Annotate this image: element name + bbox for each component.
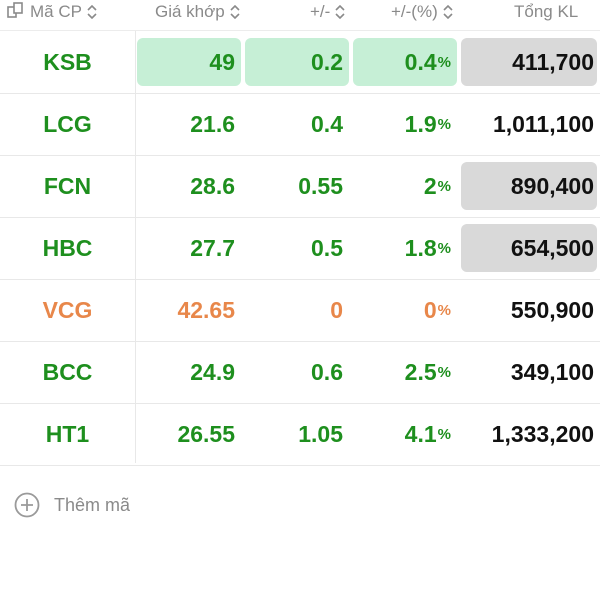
header-change[interactable]: +/- bbox=[310, 0, 345, 24]
sort-icon bbox=[335, 5, 345, 19]
sort-icon bbox=[87, 5, 97, 19]
table-row[interactable]: HBC 27.7 0.5 1.8% 654,500 bbox=[0, 217, 600, 280]
change-cell: 0.5 bbox=[311, 234, 343, 261]
header-change-label: +/- bbox=[310, 2, 331, 21]
change-cell: 0.55 bbox=[298, 172, 343, 199]
column-divider bbox=[135, 31, 136, 463]
change-pct-cell: 0.4% bbox=[353, 38, 457, 86]
table-header: Mã CP Giá khớp +/- +/-(%) Tổng KL bbox=[0, 0, 600, 31]
header-price-label: Giá khớp bbox=[155, 2, 225, 21]
header-price[interactable]: Giá khớp bbox=[155, 0, 240, 24]
table-row[interactable]: LCG 21.6 0.4 1.9% 1,011,100 bbox=[0, 93, 600, 156]
symbol-cell[interactable]: FCN bbox=[43, 172, 92, 199]
price-cell: 24.9 bbox=[190, 358, 235, 385]
volume-cell: 654,500 bbox=[461, 224, 597, 272]
change-pct-value: 2 bbox=[423, 172, 437, 199]
symbol-cell[interactable]: BCC bbox=[42, 358, 93, 385]
change-pct-cell: 4.1% bbox=[353, 410, 457, 458]
change-cell: 0 bbox=[330, 296, 343, 323]
sort-icon bbox=[443, 5, 453, 19]
change-pct-cell: 2% bbox=[353, 162, 457, 210]
sort-icon bbox=[230, 5, 240, 19]
price-cell: 42.65 bbox=[177, 296, 235, 323]
percent-sign: % bbox=[437, 363, 451, 381]
change-pct-cell: 1.8% bbox=[353, 224, 457, 272]
header-volume[interactable]: Tổng KL bbox=[514, 0, 578, 24]
table-row[interactable]: KSB 49 0.2 0.4% 411,700 bbox=[0, 31, 600, 94]
swap-icon bbox=[6, 1, 24, 24]
percent-sign: % bbox=[437, 425, 451, 443]
change-pct-value: 0 bbox=[423, 296, 437, 323]
change-pct-value: 4.1 bbox=[404, 420, 437, 447]
volume-cell: 1,011,100 bbox=[492, 110, 594, 137]
table-row[interactable]: VCG 42.65 0 0% 550,900 bbox=[0, 279, 600, 342]
add-symbol-button[interactable]: Thêm mã bbox=[14, 490, 130, 520]
percent-sign: % bbox=[437, 239, 451, 257]
add-circle-icon bbox=[14, 492, 40, 518]
change-pct-cell: 0% bbox=[353, 286, 457, 334]
change-cell: 0.6 bbox=[311, 358, 343, 385]
volume-cell: 411,700 bbox=[461, 38, 597, 86]
volume-cell: 349,100 bbox=[510, 358, 594, 385]
add-symbol-label: Thêm mã bbox=[54, 494, 131, 515]
change-pct-value: 1.9 bbox=[404, 110, 437, 137]
change-pct-cell: 2.5% bbox=[353, 348, 457, 396]
table-row[interactable]: BCC 24.9 0.6 2.5% 349,100 bbox=[0, 341, 600, 404]
price-cell: 27.7 bbox=[190, 234, 235, 261]
change-pct-cell: 1.9% bbox=[353, 100, 457, 148]
change-pct-value: 0.4 bbox=[404, 48, 437, 75]
change-cell: 0.4 bbox=[311, 110, 343, 137]
price-cell: 26.55 bbox=[177, 420, 235, 447]
symbol-cell[interactable]: HT1 bbox=[45, 420, 90, 447]
volume-cell: 550,900 bbox=[510, 296, 594, 323]
change-pct-value: 1.8 bbox=[404, 234, 437, 261]
change-cell: 1.05 bbox=[298, 420, 343, 447]
volume-cell: 890,400 bbox=[461, 162, 597, 210]
percent-sign: % bbox=[437, 115, 451, 133]
percent-sign: % bbox=[437, 177, 451, 195]
price-cell: 21.6 bbox=[190, 110, 235, 137]
percent-sign: % bbox=[437, 53, 451, 71]
table-row[interactable]: HT1 26.55 1.05 4.1% 1,333,200 bbox=[0, 403, 600, 466]
symbol-cell[interactable]: KSB bbox=[43, 48, 92, 75]
header-symbol-label: Mã CP bbox=[30, 2, 82, 21]
table-row[interactable]: FCN 28.6 0.55 2% 890,400 bbox=[0, 155, 600, 218]
header-change-pct[interactable]: +/-(%) bbox=[391, 0, 453, 24]
change-pct-value: 2.5 bbox=[404, 358, 437, 385]
symbol-cell[interactable]: LCG bbox=[43, 110, 92, 137]
symbol-cell[interactable]: VCG bbox=[42, 296, 93, 323]
percent-sign: % bbox=[437, 301, 451, 319]
change-cell: 0.2 bbox=[245, 38, 349, 86]
header-symbol[interactable]: Mã CP bbox=[6, 0, 97, 24]
price-cell: 28.6 bbox=[190, 172, 235, 199]
header-change-pct-label: +/-(%) bbox=[391, 2, 438, 21]
price-cell: 49 bbox=[137, 38, 241, 86]
volume-cell: 1,333,200 bbox=[491, 420, 594, 447]
symbol-cell[interactable]: HBC bbox=[42, 234, 93, 261]
header-volume-label: Tổng KL bbox=[514, 2, 579, 21]
